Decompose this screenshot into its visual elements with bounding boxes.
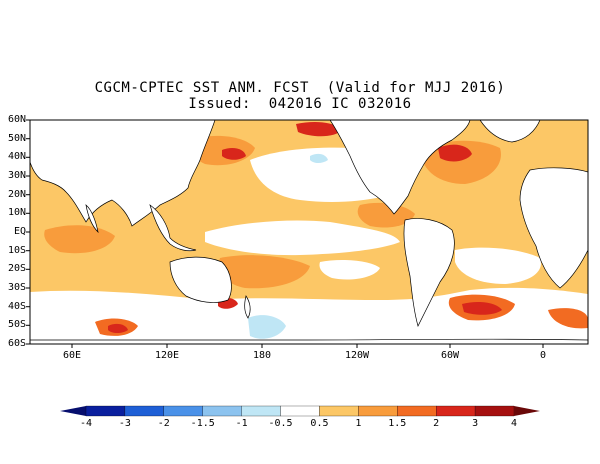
lat-label: 30S	[7, 282, 26, 293]
land-india	[85, 204, 99, 234]
colorbar-segment	[85, 405, 126, 417]
negative-north-pacific	[310, 153, 328, 163]
land-north-america	[329, 120, 471, 215]
colorbar-label: 2	[433, 418, 440, 429]
colorbar	[60, 405, 540, 417]
land-australia	[169, 256, 232, 303]
colorbar-label: 1	[355, 418, 362, 429]
anomaly-core-southern-indian	[108, 323, 128, 333]
neutral-tropical-pacific	[205, 220, 400, 256]
chart-title-line2: Issued: 042016 IC 032016	[188, 96, 412, 112]
colorbar-label: -2	[157, 418, 170, 429]
lat-ticks	[26, 119, 30, 345]
lat-label: 20N	[7, 188, 26, 200]
colorbar-label: -3	[118, 418, 131, 429]
map-field	[30, 120, 588, 344]
neutral-south-pacific-patch	[319, 260, 380, 280]
anomaly-core-kuroshio	[222, 148, 246, 160]
lat-label: 40N	[7, 151, 26, 163]
colorbar-segment	[124, 405, 164, 417]
land-south-america	[403, 218, 455, 327]
colorbar-label: -1.5	[190, 418, 215, 429]
lon-label: 120E	[154, 350, 180, 361]
colorbar-segment	[474, 405, 515, 417]
land-antarctica	[30, 338, 588, 344]
anomaly-core-north-atlantic	[438, 144, 472, 162]
lat-label: 50N	[7, 132, 26, 144]
negative-southern-ocean	[248, 315, 286, 339]
lat-label: 30N	[7, 170, 26, 181]
lon-label: 120W	[344, 350, 370, 361]
lon-label: 180	[252, 350, 272, 361]
chart-title-line1: CGCM-CPTEC SST ANM. FCST (Valid for MJJ …	[94, 80, 506, 96]
colorbar-high-arrow	[514, 406, 540, 416]
colorbar-label: -1	[235, 418, 248, 429]
colorbar-segment	[163, 405, 203, 417]
land-africa	[519, 167, 588, 289]
land-eurasia	[30, 120, 216, 227]
lon-label: 60E	[62, 350, 82, 361]
land-new-zealand	[244, 295, 251, 319]
colorbar-label: 1.5	[388, 418, 407, 429]
lat-label: 60S	[7, 338, 26, 349]
lon-ticks	[71, 344, 544, 348]
colorbar-segment	[358, 405, 398, 417]
anomaly-south-pacific	[218, 255, 310, 289]
anomaly-eastern-pacific	[357, 202, 415, 228]
colorbar-label: 3	[472, 418, 479, 429]
colorbar-label: -0.5	[268, 418, 293, 429]
lat-label: 50S	[7, 319, 26, 331]
colorbar-label: 0.5	[310, 418, 329, 429]
colorbar-segment	[397, 405, 437, 417]
lat-label: 20S	[7, 263, 26, 275]
colorbar-low-arrow	[60, 406, 86, 416]
anomaly-core-south-atlantic	[462, 302, 502, 315]
colorbar-segment	[436, 405, 476, 417]
lat-label: 40S	[7, 300, 26, 312]
lat-label: EQ	[13, 226, 26, 237]
anomaly-core-north-pacific	[296, 122, 342, 137]
land-greenland	[479, 120, 541, 143]
anomaly-indian-ocean	[44, 225, 115, 254]
colorbar-segment	[241, 405, 281, 417]
colorbar-segment	[202, 405, 242, 417]
lat-label: 10N	[7, 207, 26, 219]
colorbar-segment	[280, 405, 320, 417]
lat-label: 60N	[7, 114, 26, 125]
neutral-southern-ocean	[30, 287, 588, 344]
colorbar-label: -4	[79, 418, 93, 429]
landmasses	[30, 120, 588, 344]
lon-label: 0	[539, 350, 547, 361]
lon-label: 60W	[440, 350, 460, 361]
land-se-asia	[149, 204, 197, 252]
colorbar-label: 4	[510, 418, 518, 429]
anomaly-southeast-pacific	[548, 308, 588, 329]
neutral-south-atlantic	[455, 247, 541, 284]
colorbar-segment	[319, 405, 359, 417]
lat-label: 10S	[7, 244, 26, 256]
